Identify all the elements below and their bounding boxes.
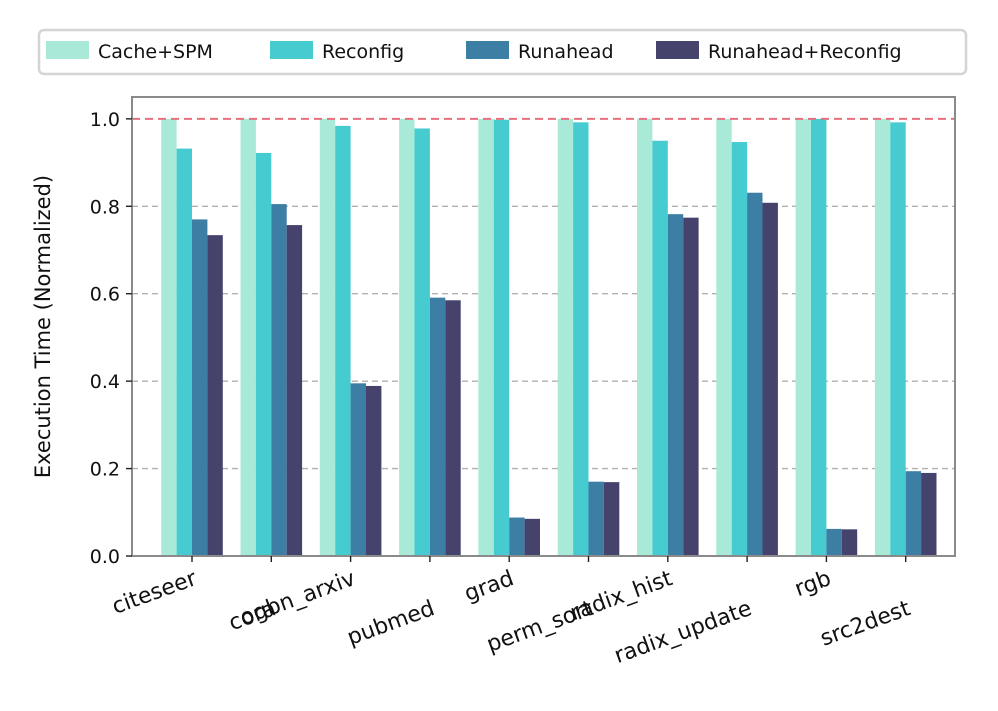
bar-reconfig-src2dest — [890, 122, 905, 556]
legend-label: Cache+SPM — [98, 41, 213, 63]
x-tick-label: ogbn_arxiv — [237, 566, 359, 631]
bar-reconfig-perm_sort — [573, 122, 588, 556]
bar-reconfig-citeseer — [177, 149, 192, 556]
x-tick-label: rgb — [792, 566, 835, 602]
legend-label: Runahead+Reconfig — [708, 41, 902, 63]
y-tick-label: 0.6 — [90, 284, 120, 306]
legend: Cache+SPM Reconfig Runahead Runahead+Reconf… — [39, 30, 966, 74]
bars — [161, 119, 936, 556]
bar-cache-spm-perm_sort — [558, 119, 573, 556]
bar-cache-spm-src2dest — [875, 119, 890, 556]
bar-cache-spm-radix_hist — [637, 119, 652, 556]
bar-reconfig-pubmed — [415, 128, 430, 556]
bar-runahead-grad — [509, 518, 524, 556]
x-tick-label: grad — [461, 566, 517, 607]
y-tick-label: 0.8 — [90, 196, 120, 218]
bar-runahead-radix_update — [747, 193, 762, 556]
bar-reconfig-cora — [256, 153, 271, 556]
bar-reconfig-radix_hist — [652, 141, 667, 556]
bar-reconfig-ogbn_arxiv — [335, 126, 350, 556]
bar-cache-spm-citeseer — [161, 119, 176, 556]
bar-runahead-cora — [271, 204, 286, 556]
y-tick-label: 0.4 — [90, 371, 120, 393]
bar-runahead-reconfig-rgb — [842, 529, 857, 556]
x-tick-label: src2dest — [817, 596, 914, 652]
bar-cache-spm-ogbn_arxiv — [320, 119, 335, 556]
y-tick-label: 1.0 — [90, 109, 120, 131]
bar-runahead-reconfig-pubmed — [445, 300, 460, 556]
legend-label: Reconfig — [322, 41, 404, 63]
bar-runahead-reconfig-src2dest — [921, 473, 936, 556]
bar-runahead-reconfig-perm_sort — [604, 482, 619, 556]
bar-runahead-reconfig-citeseer — [207, 235, 222, 556]
x-tick-label: radix_hist — [567, 566, 676, 626]
bar-reconfig-grad — [494, 120, 509, 556]
bar-runahead-pubmed — [430, 298, 445, 556]
bar-runahead-reconfig-radix_hist — [683, 218, 698, 556]
legend-swatch — [656, 41, 699, 59]
bar-reconfig-rgb — [811, 119, 826, 556]
bar-cache-spm-radix_update — [716, 119, 731, 556]
bar-reconfig-radix_update — [732, 142, 747, 556]
x-tick-label: pubmed — [344, 596, 438, 651]
bar-runahead-citeseer — [192, 219, 207, 556]
x-tick-label: radix_update — [611, 596, 755, 669]
y-axis: 0.0 0.2 0.4 0.6 0.8 1.0 — [90, 109, 132, 568]
bar-runahead-radix_hist — [668, 214, 683, 556]
bar-runahead-reconfig-radix_update — [763, 203, 778, 556]
x-axis: citeseer coraogbn_arxivpubmedgradperm_sor… — [109, 556, 914, 669]
legend-swatch — [270, 41, 313, 59]
legend-swatch — [466, 41, 509, 59]
bar-runahead-src2dest — [906, 471, 921, 556]
y-tick-label: 0.0 — [90, 546, 120, 568]
y-axis-title: Execution Time (Normalized) — [31, 175, 55, 478]
legend-swatch — [46, 41, 89, 59]
y-tick-label: 0.2 — [90, 459, 120, 481]
bar-runahead-reconfig-cora — [287, 225, 302, 556]
bar-cache-spm-pubmed — [399, 119, 414, 556]
bar-cache-spm-cora — [241, 119, 256, 556]
bar-runahead-reconfig-grad — [525, 519, 540, 556]
bar-runahead-ogbn_arxiv — [351, 383, 366, 556]
bar-runahead-rgb — [826, 529, 841, 556]
legend-label: Runahead — [518, 41, 614, 63]
x-tick-label: citeseer — [109, 566, 201, 620]
bar-cache-spm-grad — [478, 119, 493, 556]
bar-runahead-reconfig-ogbn_arxiv — [366, 386, 381, 556]
bar-runahead-perm_sort — [589, 482, 604, 556]
bar-cache-spm-rgb — [796, 119, 811, 556]
